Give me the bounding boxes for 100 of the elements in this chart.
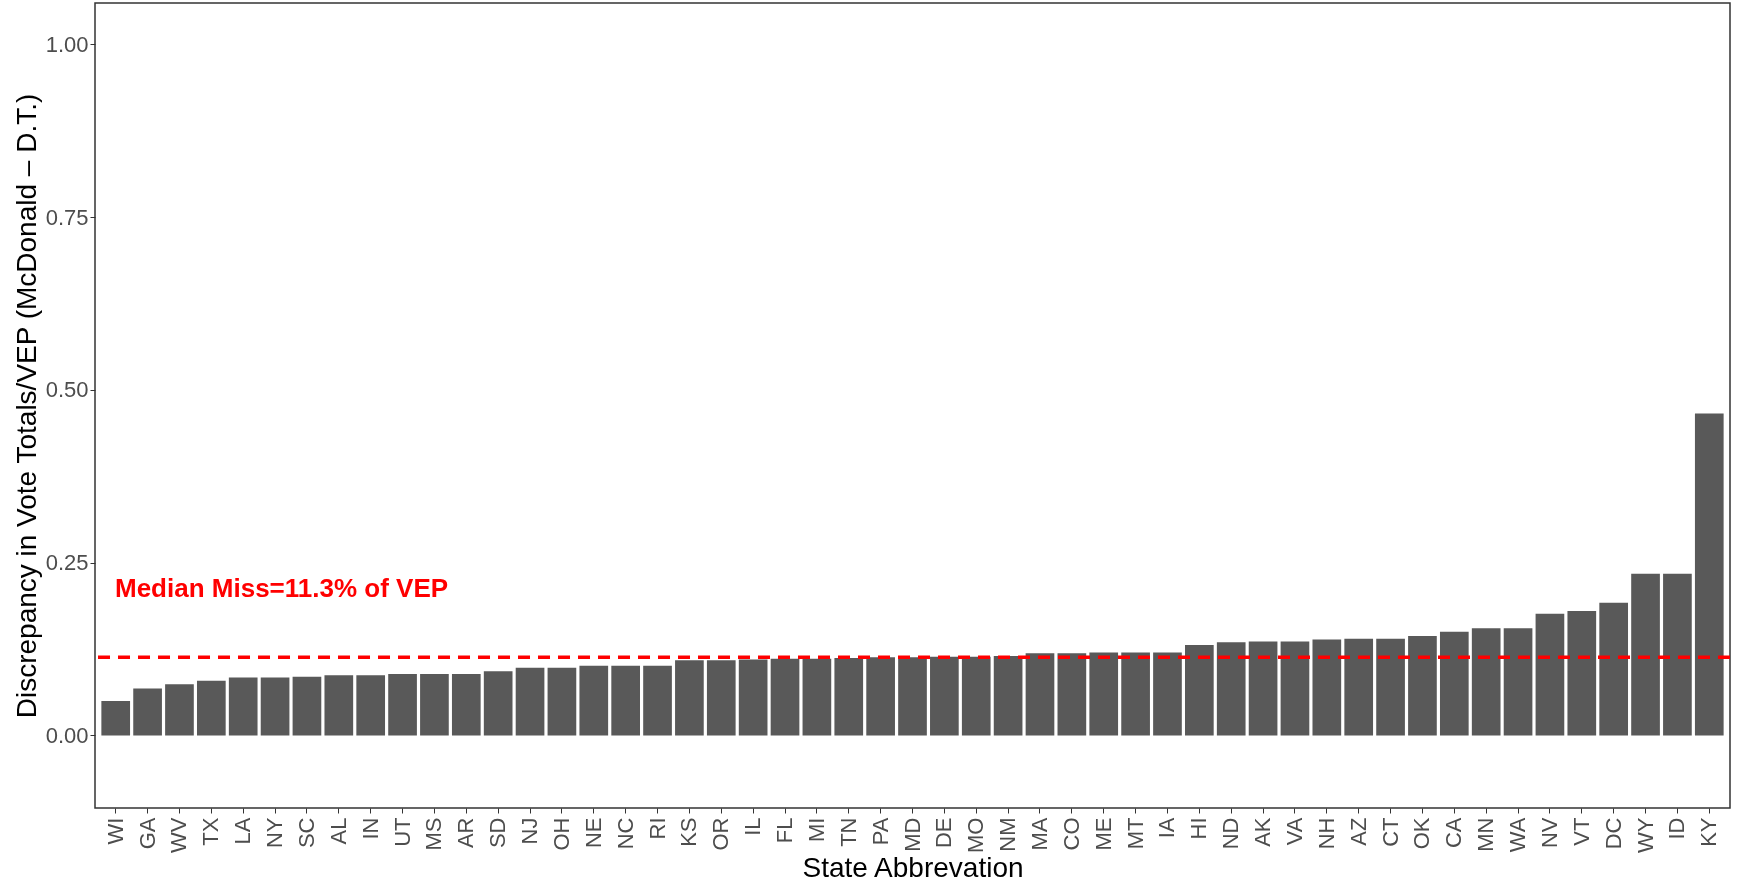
x-tick-label: PA bbox=[867, 817, 893, 846]
bar bbox=[1439, 631, 1469, 736]
x-tick-label: AZ bbox=[1345, 817, 1371, 846]
x-tick-label: ND bbox=[1218, 817, 1244, 850]
bar bbox=[1121, 652, 1150, 736]
y-tick-label: 0.25 bbox=[45, 550, 89, 576]
bar bbox=[1344, 638, 1374, 736]
bar bbox=[515, 667, 545, 736]
x-tick-label: CT bbox=[1377, 817, 1403, 847]
bar bbox=[1057, 653, 1087, 736]
bar bbox=[1216, 642, 1246, 736]
ref-line-label: Median Miss=11.3% of VEP bbox=[115, 573, 449, 604]
bar bbox=[1567, 611, 1597, 736]
x-tick-label: ID bbox=[1664, 817, 1690, 840]
x-tick-label: UT bbox=[389, 817, 415, 847]
bar bbox=[1535, 613, 1565, 736]
bar bbox=[706, 660, 736, 736]
bar bbox=[802, 658, 832, 736]
x-tick-label: KS bbox=[676, 817, 702, 847]
bar bbox=[292, 676, 322, 736]
bar bbox=[770, 658, 800, 736]
x-tick-label: OR bbox=[708, 817, 734, 851]
x-tick-label: WV bbox=[166, 817, 192, 853]
bar bbox=[866, 657, 895, 736]
bar bbox=[1185, 644, 1214, 736]
bar bbox=[547, 667, 577, 736]
bar bbox=[388, 673, 417, 736]
bar bbox=[675, 660, 704, 736]
x-tick-label: NM bbox=[995, 817, 1021, 852]
x-tick-label: HI bbox=[1186, 817, 1212, 840]
y-axis-title: Discrepancy in Vote Totals/VEP (McDonald – D.T.) bbox=[10, 93, 42, 719]
x-tick-label: ME bbox=[1090, 817, 1116, 851]
x-tick-label: WI bbox=[102, 817, 128, 845]
bar bbox=[993, 655, 1023, 736]
bar bbox=[1153, 652, 1182, 736]
bar bbox=[133, 688, 162, 736]
bar bbox=[1471, 628, 1501, 736]
bar bbox=[356, 675, 386, 736]
x-tick-label: IN bbox=[357, 817, 383, 840]
x-tick-label: AK bbox=[1250, 817, 1276, 847]
x-tick-label: NC bbox=[612, 817, 638, 850]
bar bbox=[165, 684, 194, 736]
x-tick-label: DE bbox=[931, 817, 957, 849]
bar bbox=[420, 673, 449, 736]
bar bbox=[1376, 638, 1405, 736]
x-tick-label: SD bbox=[485, 817, 511, 849]
y-tick-label: 0.50 bbox=[45, 377, 89, 403]
x-tick-label: MN bbox=[1473, 817, 1499, 852]
x-tick-label: IA bbox=[1154, 817, 1180, 839]
x-tick-label: MA bbox=[1026, 817, 1052, 851]
x-tick-label: MT bbox=[1122, 817, 1148, 850]
x-tick-label: WA bbox=[1505, 817, 1531, 853]
bar bbox=[1663, 573, 1692, 736]
bar bbox=[1503, 628, 1533, 736]
y-tick-label: 0.00 bbox=[45, 722, 89, 748]
bar bbox=[324, 675, 354, 736]
x-tick-label: FL bbox=[772, 817, 798, 844]
x-tick-label: VT bbox=[1568, 817, 1594, 846]
bar bbox=[1280, 641, 1310, 736]
bar bbox=[611, 665, 640, 736]
bar bbox=[643, 665, 672, 736]
bar bbox=[196, 680, 226, 736]
x-tick-label: GA bbox=[134, 817, 160, 850]
x-tick-label: RI bbox=[644, 817, 670, 840]
x-tick-label: OK bbox=[1409, 817, 1435, 850]
x-tick-label: IL bbox=[740, 817, 766, 836]
x-axis-title: State Abbrevation bbox=[802, 851, 1024, 883]
bar bbox=[1408, 635, 1437, 736]
x-tick-label: MS bbox=[421, 817, 447, 851]
bar bbox=[579, 665, 609, 736]
bar bbox=[228, 677, 258, 736]
bar bbox=[961, 656, 991, 736]
x-tick-label: NE bbox=[580, 817, 606, 849]
x-tick-label: TN bbox=[835, 817, 861, 847]
x-tick-label: MD bbox=[899, 817, 925, 852]
y-tick-label: 1.00 bbox=[45, 31, 89, 57]
x-tick-label: KY bbox=[1696, 817, 1722, 847]
x-tick-label: TX bbox=[198, 817, 224, 846]
bar bbox=[483, 671, 513, 736]
bar bbox=[930, 656, 959, 736]
bar bbox=[1312, 639, 1342, 736]
bar bbox=[1631, 573, 1660, 736]
bar bbox=[1248, 641, 1278, 736]
bar bbox=[101, 700, 131, 736]
bar bbox=[738, 659, 768, 736]
x-tick-label: CA bbox=[1441, 817, 1467, 849]
bar bbox=[1025, 653, 1055, 736]
x-tick-label: NY bbox=[262, 817, 288, 849]
x-tick-label: MO bbox=[963, 817, 989, 853]
x-tick-label: LA bbox=[230, 817, 256, 845]
x-tick-label: SC bbox=[293, 817, 319, 849]
x-tick-label: AL bbox=[325, 817, 351, 845]
x-tick-label: MI bbox=[803, 817, 829, 842]
bar bbox=[834, 658, 864, 736]
bar bbox=[260, 677, 290, 736]
bar bbox=[451, 673, 481, 736]
x-tick-label: CO bbox=[1058, 817, 1084, 851]
x-tick-label: NH bbox=[1313, 817, 1339, 850]
x-tick-label: WY bbox=[1632, 817, 1658, 853]
x-tick-label: VA bbox=[1281, 817, 1307, 846]
